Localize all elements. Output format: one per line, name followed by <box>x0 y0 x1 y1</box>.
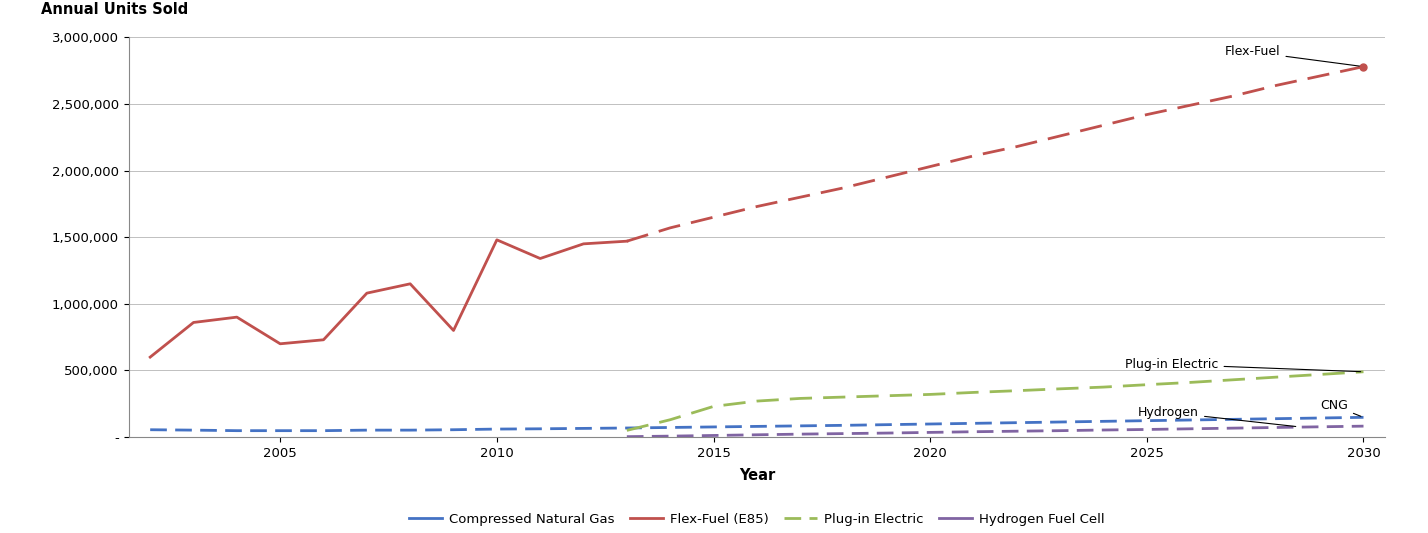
Compressed Natural Gas <box>446 426 463 433</box>
Flex-Fuel (E85) <box>186 319 203 326</box>
Line: Hydrogen Fuel Cell: Hydrogen Fuel Cell <box>627 426 1364 437</box>
Compressed Natural Gas <box>316 427 333 434</box>
Hydrogen Fuel Cell <box>1008 428 1025 434</box>
Hydrogen Fuel Cell <box>921 429 938 435</box>
Plug-in Electric <box>1138 382 1155 388</box>
Plug-in Electric <box>1268 374 1285 381</box>
Hydrogen Fuel Cell <box>1051 427 1068 434</box>
Flex-Fuel (E85) <box>358 290 376 296</box>
Plug-in Electric <box>921 391 938 398</box>
Plug-in Electric <box>1225 376 1242 383</box>
Hydrogen Fuel Cell <box>1268 424 1285 431</box>
Hydrogen Fuel Cell <box>618 433 635 440</box>
Compressed Natural Gas <box>401 427 418 433</box>
Y-axis label: Annual Units Sold: Annual Units Sold <box>40 2 188 17</box>
Compressed Natural Gas <box>791 423 808 429</box>
Compressed Natural Gas <box>1095 418 1112 424</box>
Plug-in Electric <box>748 398 765 404</box>
Hydrogen Fuel Cell <box>835 430 853 437</box>
Compressed Natural Gas <box>965 420 982 426</box>
Hydrogen Fuel Cell <box>1138 426 1155 433</box>
Flex-Fuel (E85) <box>141 354 159 360</box>
Hydrogen Fuel Cell <box>1095 427 1112 433</box>
Hydrogen Fuel Cell <box>965 429 982 435</box>
Plug-in Electric <box>1051 385 1068 392</box>
Compressed Natural Gas <box>186 427 203 433</box>
Compressed Natural Gas <box>921 421 938 427</box>
Compressed Natural Gas <box>878 422 895 428</box>
Plug-in Electric <box>965 389 982 395</box>
Plug-in Electric <box>1311 371 1328 377</box>
Hydrogen Fuel Cell <box>1311 424 1328 430</box>
Plug-in Electric <box>1095 384 1112 390</box>
Hydrogen Fuel Cell <box>1181 425 1198 432</box>
Compressed Natural Gas <box>1008 419 1025 426</box>
Hydrogen Fuel Cell <box>661 433 678 439</box>
Compressed Natural Gas <box>1355 414 1372 421</box>
Hydrogen Fuel Cell <box>1355 423 1372 429</box>
Plug-in Electric <box>791 395 808 402</box>
X-axis label: Year: Year <box>738 468 775 483</box>
Compressed Natural Gas <box>1225 416 1242 423</box>
Plug-in Electric <box>878 392 895 399</box>
Compressed Natural Gas <box>835 422 853 429</box>
Compressed Natural Gas <box>1138 417 1155 424</box>
Flex-Fuel (E85) <box>271 341 288 347</box>
Text: Flex-Fuel: Flex-Fuel <box>1225 45 1361 66</box>
Compressed Natural Gas <box>661 424 678 431</box>
Flex-Fuel (E85) <box>531 255 548 262</box>
Text: Plug-in Electric: Plug-in Electric <box>1125 358 1361 372</box>
Text: CNG: CNG <box>1319 399 1361 416</box>
Flex-Fuel (E85) <box>401 280 418 287</box>
Legend: Compressed Natural Gas, Flex-Fuel (E85), Plug-in Electric, Hydrogen Fuel Cell: Compressed Natural Gas, Flex-Fuel (E85),… <box>404 507 1110 531</box>
Hydrogen Fuel Cell <box>878 430 895 436</box>
Compressed Natural Gas <box>705 424 723 430</box>
Compressed Natural Gas <box>228 427 246 434</box>
Plug-in Electric <box>618 427 635 434</box>
Compressed Natural Gas <box>575 425 593 432</box>
Line: Plug-in Electric: Plug-in Electric <box>627 372 1364 431</box>
Compressed Natural Gas <box>271 427 288 434</box>
Compressed Natural Gas <box>1268 416 1285 422</box>
Hydrogen Fuel Cell <box>791 431 808 437</box>
Compressed Natural Gas <box>358 427 376 433</box>
Compressed Natural Gas <box>1181 417 1198 423</box>
Hydrogen Fuel Cell <box>748 432 765 438</box>
Compressed Natural Gas <box>748 423 765 430</box>
Plug-in Electric <box>705 403 723 409</box>
Flex-Fuel (E85) <box>316 337 333 343</box>
Plug-in Electric <box>1008 387 1025 394</box>
Compressed Natural Gas <box>531 425 548 432</box>
Text: Hydrogen: Hydrogen <box>1138 406 1295 426</box>
Flex-Fuel (E85) <box>575 240 593 247</box>
Compressed Natural Gas <box>488 426 506 432</box>
Compressed Natural Gas <box>618 425 635 431</box>
Flex-Fuel (E85) <box>446 327 463 334</box>
Plug-in Electric <box>661 417 678 423</box>
Plug-in Electric <box>835 394 853 400</box>
Line: Flex-Fuel (E85): Flex-Fuel (E85) <box>150 240 627 357</box>
Flex-Fuel (E85) <box>228 314 246 320</box>
Plug-in Electric <box>1355 369 1372 375</box>
Flex-Fuel (E85) <box>618 238 635 244</box>
Flex-Fuel (E85) <box>488 237 506 243</box>
Compressed Natural Gas <box>1051 419 1068 425</box>
Hydrogen Fuel Cell <box>705 432 723 439</box>
Compressed Natural Gas <box>1311 415 1328 421</box>
Hydrogen Fuel Cell <box>1225 425 1242 431</box>
Compressed Natural Gas <box>141 426 159 433</box>
Line: Compressed Natural Gas: Compressed Natural Gas <box>150 417 1364 431</box>
Plug-in Electric <box>1181 379 1198 385</box>
